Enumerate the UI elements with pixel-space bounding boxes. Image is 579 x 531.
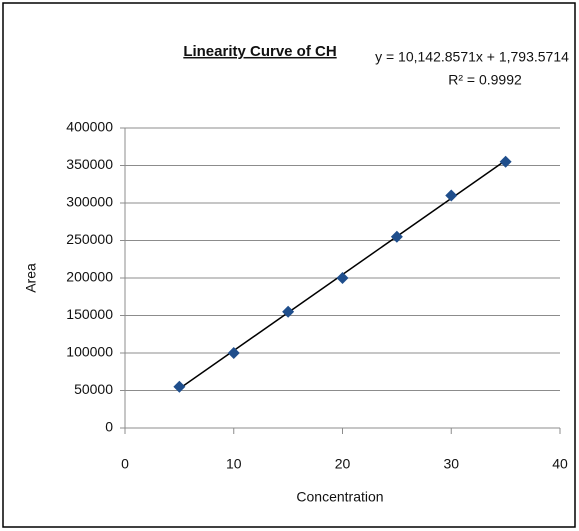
x-tick-label: 40: [552, 456, 568, 472]
trendline-r-squared: R² = 0.9992: [448, 72, 522, 88]
data-point: [282, 305, 295, 318]
data-point: [227, 347, 240, 359]
data-point: [445, 189, 458, 202]
y-tick-label: 150000: [66, 306, 113, 322]
y-tick-label: 0: [105, 419, 113, 435]
y-tick-label: 100000: [66, 344, 113, 360]
data-point: [336, 272, 349, 284]
x-axis-label: Concentration: [296, 489, 383, 505]
data-point: [173, 380, 186, 393]
y-tick-label: 350000: [66, 156, 113, 172]
x-tick-label: 10: [226, 456, 242, 472]
chart-title: Linearity Curve of CH: [183, 43, 336, 60]
y-tick-label: 200000: [66, 269, 113, 285]
trendline-equation: y = 10,142.8571x + 1,793.5714: [375, 49, 569, 65]
x-tick-label: 20: [335, 456, 351, 472]
x-tick-label: 0: [121, 456, 129, 472]
y-tick-label: 50000: [74, 381, 113, 397]
y-tick-label: 300000: [66, 194, 113, 210]
data-point: [390, 230, 403, 243]
y-tick-label: 400000: [66, 119, 113, 135]
y-tick-label: 250000: [66, 231, 113, 247]
x-tick-label: 30: [443, 456, 459, 472]
y-axis-label: Area: [23, 263, 39, 293]
data-point: [499, 155, 512, 168]
